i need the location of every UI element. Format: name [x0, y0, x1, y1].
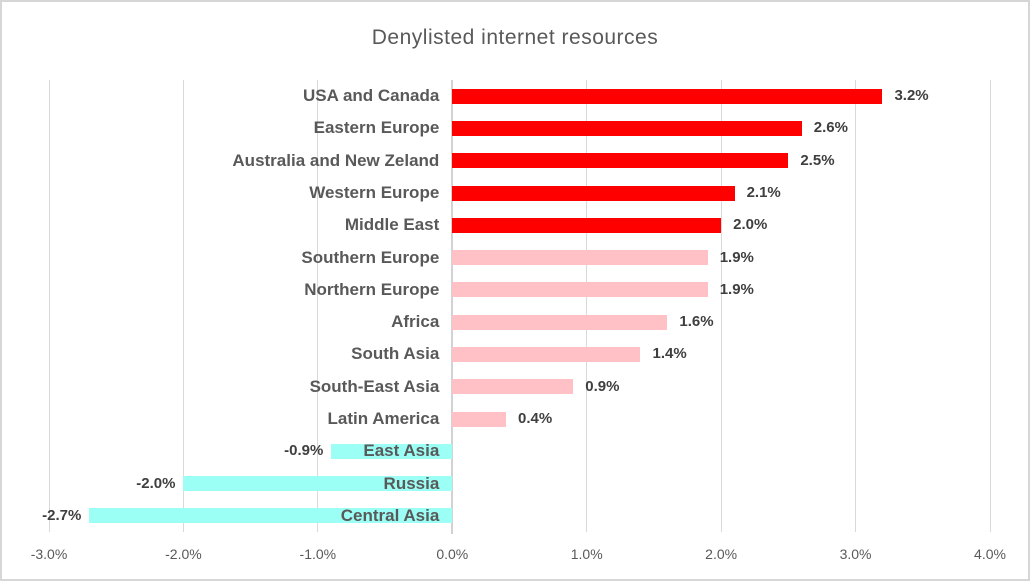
bar-africa [452, 314, 668, 330]
x-tick-label: 3.0% [839, 546, 872, 562]
value-label-western-europe: 2.1% [746, 184, 781, 201]
bar-australia-and-new-zeland [452, 153, 789, 169]
bar-east-asia [331, 443, 453, 459]
gridline [586, 80, 588, 532]
value-label-south-east-asia: 0.9% [585, 377, 620, 395]
bar-latin-america [452, 411, 507, 427]
value-label-australia-and-new-zeland: 2.5% [800, 151, 835, 169]
category-label-usa-and-canada: USA and Canada [302, 86, 440, 106]
category-label-eastern-europe: Eastern Europe [313, 118, 440, 138]
category-label-northern-europe: Northern Europe [304, 279, 440, 299]
x-tick-label: -2.0% [165, 546, 202, 562]
category-label-south-east-asia: South-East Asia [309, 376, 440, 396]
category-label-central-asia: Central Asia [340, 505, 440, 525]
category-label-south-asia: South Asia [351, 344, 440, 364]
x-tick-label: -3.0% [30, 546, 68, 562]
gridline [182, 80, 184, 532]
category-label-africa: Africa [391, 312, 440, 332]
bar-southern-europe [452, 250, 708, 266]
value-label-russia: -2.0% [136, 474, 176, 492]
x-tick-label: 0.0% [436, 546, 469, 562]
x-tick-label: 1.0% [570, 546, 603, 562]
gridline [720, 80, 722, 532]
value-label-latin-america: 0.4% [518, 410, 553, 427]
bar-western-europe [452, 185, 735, 201]
category-label-southern-europe: Southern Europe [301, 247, 440, 267]
zero-axis-line [451, 80, 454, 534]
x-tick-label: -1.0% [299, 546, 337, 562]
chart-title: Denylisted internet resources [371, 26, 659, 49]
bar-middle-east [452, 217, 722, 233]
value-label-central-asia: -2.7% [42, 506, 82, 524]
x-tick-label: 4.0% [974, 546, 1006, 562]
category-label-australia-and-new-zeland: Australia and New Zeland [232, 150, 440, 170]
gridline [317, 80, 319, 532]
value-label-south-asia: 1.4% [652, 345, 687, 363]
value-label-africa: 1.6% [679, 313, 714, 331]
value-label-usa-and-canada: 3.2% [894, 87, 929, 105]
category-label-western-europe: Western Europe [309, 183, 440, 202]
category-label-latin-america: Latin America [327, 409, 440, 428]
x-tick-label: 2.0% [705, 546, 738, 562]
bar-russia [183, 476, 453, 492]
gridline [855, 80, 857, 532]
value-label-middle-east: 2.0% [733, 216, 768, 234]
value-label-east-asia: -0.9% [284, 442, 324, 460]
bar-northern-europe [452, 282, 708, 298]
bar-south-asia [452, 346, 641, 362]
gridline [48, 80, 50, 532]
bar-eastern-europe [452, 120, 802, 136]
bar-central-asia [89, 508, 453, 524]
bar-usa-and-canada [452, 88, 883, 104]
gridline [989, 80, 991, 532]
value-label-eastern-europe: 2.6% [813, 119, 848, 137]
category-label-east-asia: East Asia [363, 441, 440, 461]
category-label-middle-east: Middle East [344, 215, 440, 235]
category-label-russia: Russia [383, 473, 440, 493]
value-label-southern-europe: 1.9% [719, 248, 754, 266]
value-label-northern-europe: 1.9% [719, 280, 754, 298]
bar-south-east-asia [452, 379, 574, 395]
